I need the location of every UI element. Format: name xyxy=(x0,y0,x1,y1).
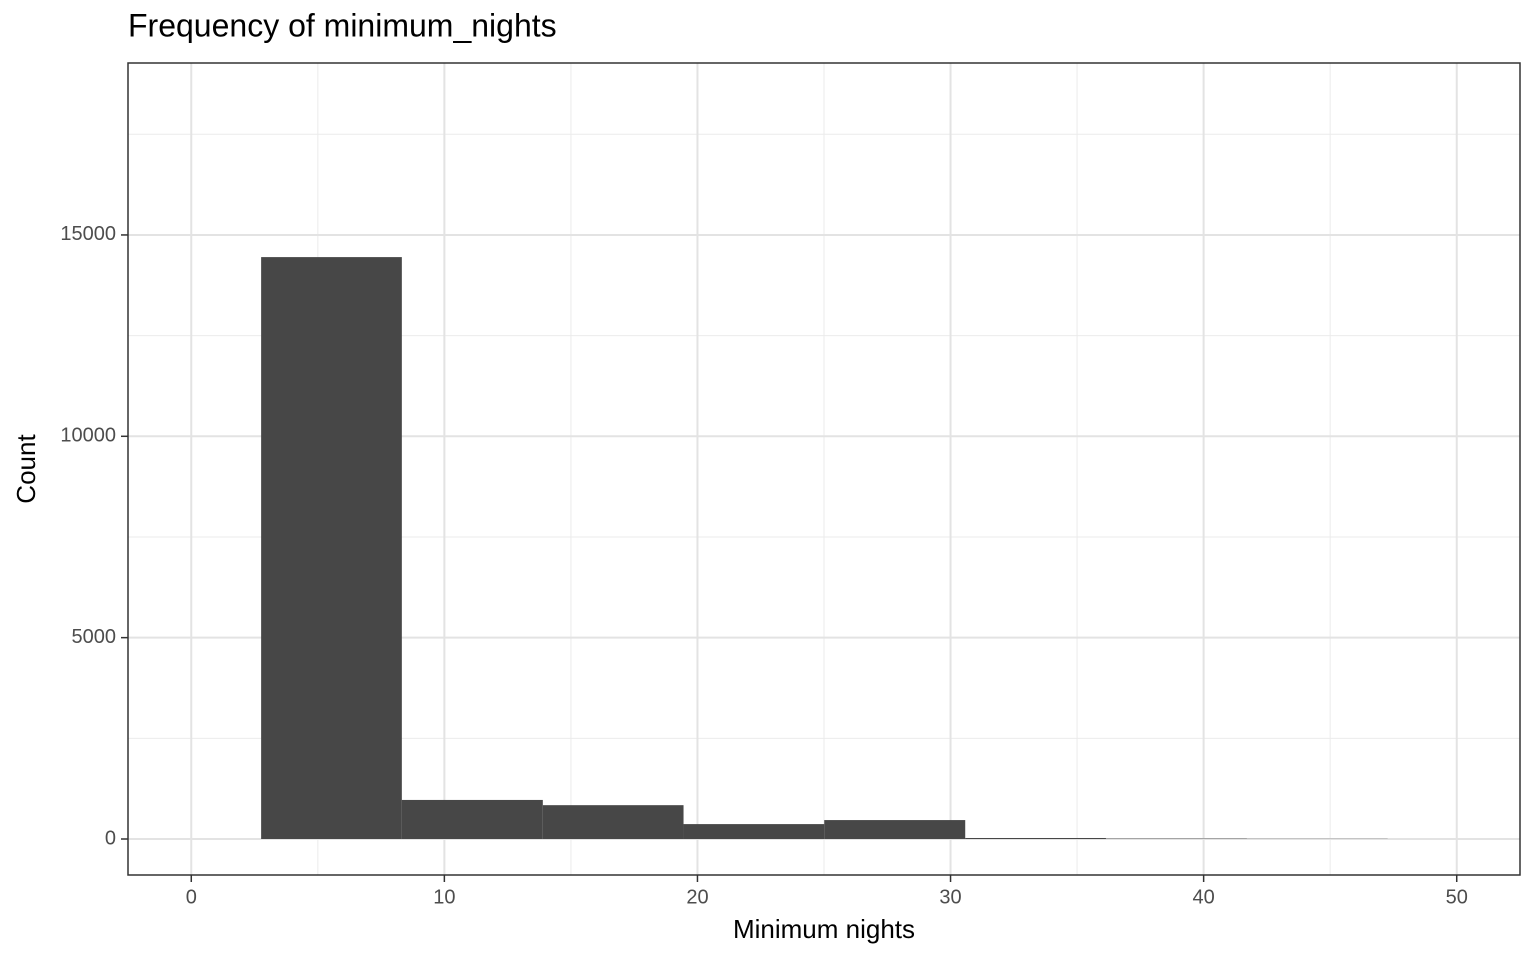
bar xyxy=(824,820,966,839)
x-axis-title: Minimum nights xyxy=(733,914,915,944)
x-tick-label: 40 xyxy=(1193,886,1215,908)
x-tick-label: 50 xyxy=(1446,886,1468,908)
x-tick-label: 0 xyxy=(186,886,197,908)
bar xyxy=(401,799,543,839)
bar xyxy=(542,805,684,839)
bar xyxy=(683,824,825,839)
chart-title: Frequency of minimum_nights xyxy=(128,7,557,43)
y-axis-title: Count xyxy=(11,434,41,504)
bar xyxy=(261,257,402,839)
x-tick-label: 10 xyxy=(433,886,455,908)
x-tick-label: 30 xyxy=(939,886,961,908)
x-tick-label: 20 xyxy=(686,886,708,908)
y-tick-label: 5000 xyxy=(72,626,117,648)
y-tick-label: 15000 xyxy=(60,223,116,245)
y-tick-label: 0 xyxy=(105,827,116,849)
panel-border xyxy=(127,62,1521,876)
bar xyxy=(965,837,1106,839)
y-tick-label: 10000 xyxy=(60,425,116,447)
